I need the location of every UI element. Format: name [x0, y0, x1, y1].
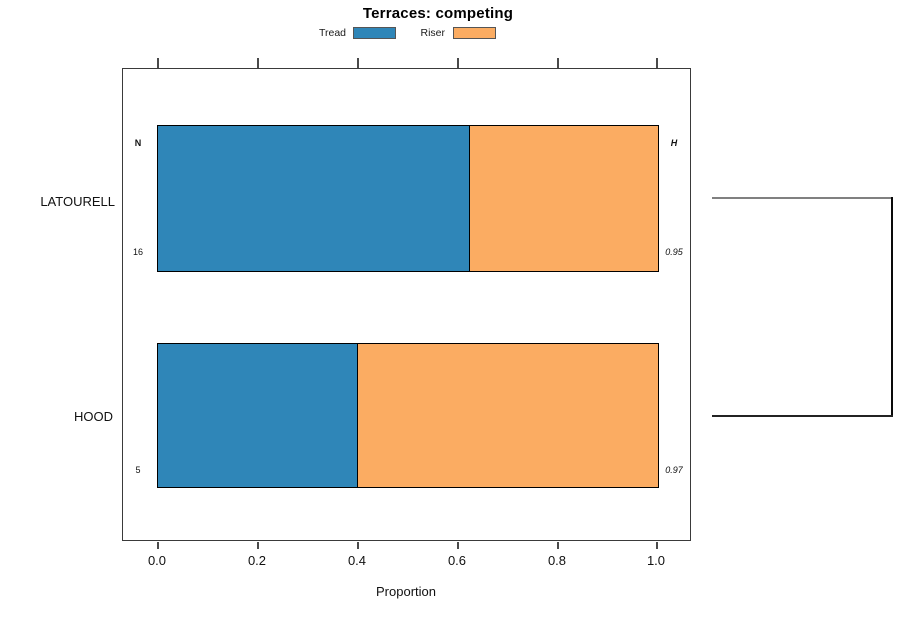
bar-segment-riser-latourell — [470, 126, 658, 271]
x-tick-bottom — [457, 542, 459, 549]
bar-segment-tread-hood — [158, 344, 358, 487]
x-tick-top — [157, 58, 159, 68]
x-tick-label: 0.8 — [547, 553, 567, 568]
x-tick-bottom — [257, 542, 259, 549]
bar-hood — [157, 343, 659, 488]
legend-swatch-tread-icon — [353, 27, 396, 39]
y-label-latourell: LATOURELL — [40, 194, 115, 209]
dendrogram-leaf-latourell — [712, 197, 893, 199]
x-tick-top — [357, 58, 359, 68]
x-tick-label: 0.2 — [247, 553, 267, 568]
chart-title: Terraces: competing — [362, 5, 514, 22]
diversity-header: H — [670, 138, 678, 148]
x-tick-label: 0.4 — [347, 553, 367, 568]
x-tick-label: 0.6 — [447, 553, 467, 568]
x-tick-bottom — [557, 542, 559, 549]
bar-latourell — [157, 125, 659, 272]
x-tick-bottom — [357, 542, 359, 549]
bar-segment-tread-latourell — [158, 126, 470, 271]
legend-label-tread: Tread — [318, 27, 346, 39]
x-tick-top — [257, 58, 259, 68]
legend-swatch-riser-icon — [453, 27, 496, 39]
bar-segment-riser-hood — [358, 344, 658, 487]
count-header: N — [134, 138, 142, 148]
diversity-value-latourell: 0.95 — [665, 247, 683, 257]
dendrogram-join — [891, 197, 893, 417]
x-tick-top — [557, 58, 559, 68]
diversity-value-hood: 0.97 — [665, 465, 683, 475]
legend-label-riser: Riser — [420, 27, 445, 39]
x-tick-bottom — [157, 542, 159, 549]
dendrogram-leaf-hood — [712, 415, 893, 417]
count-value-hood: 5 — [135, 465, 141, 475]
x-axis-label: Proportion — [376, 584, 436, 599]
count-value-latourell: 16 — [132, 247, 143, 257]
x-tick-bottom — [656, 542, 658, 549]
x-tick-label: 1.0 — [646, 553, 666, 568]
x-tick-top — [656, 58, 658, 68]
x-tick-top — [457, 58, 459, 68]
x-tick-label: 0.0 — [147, 553, 167, 568]
y-label-hood: HOOD — [74, 409, 113, 424]
